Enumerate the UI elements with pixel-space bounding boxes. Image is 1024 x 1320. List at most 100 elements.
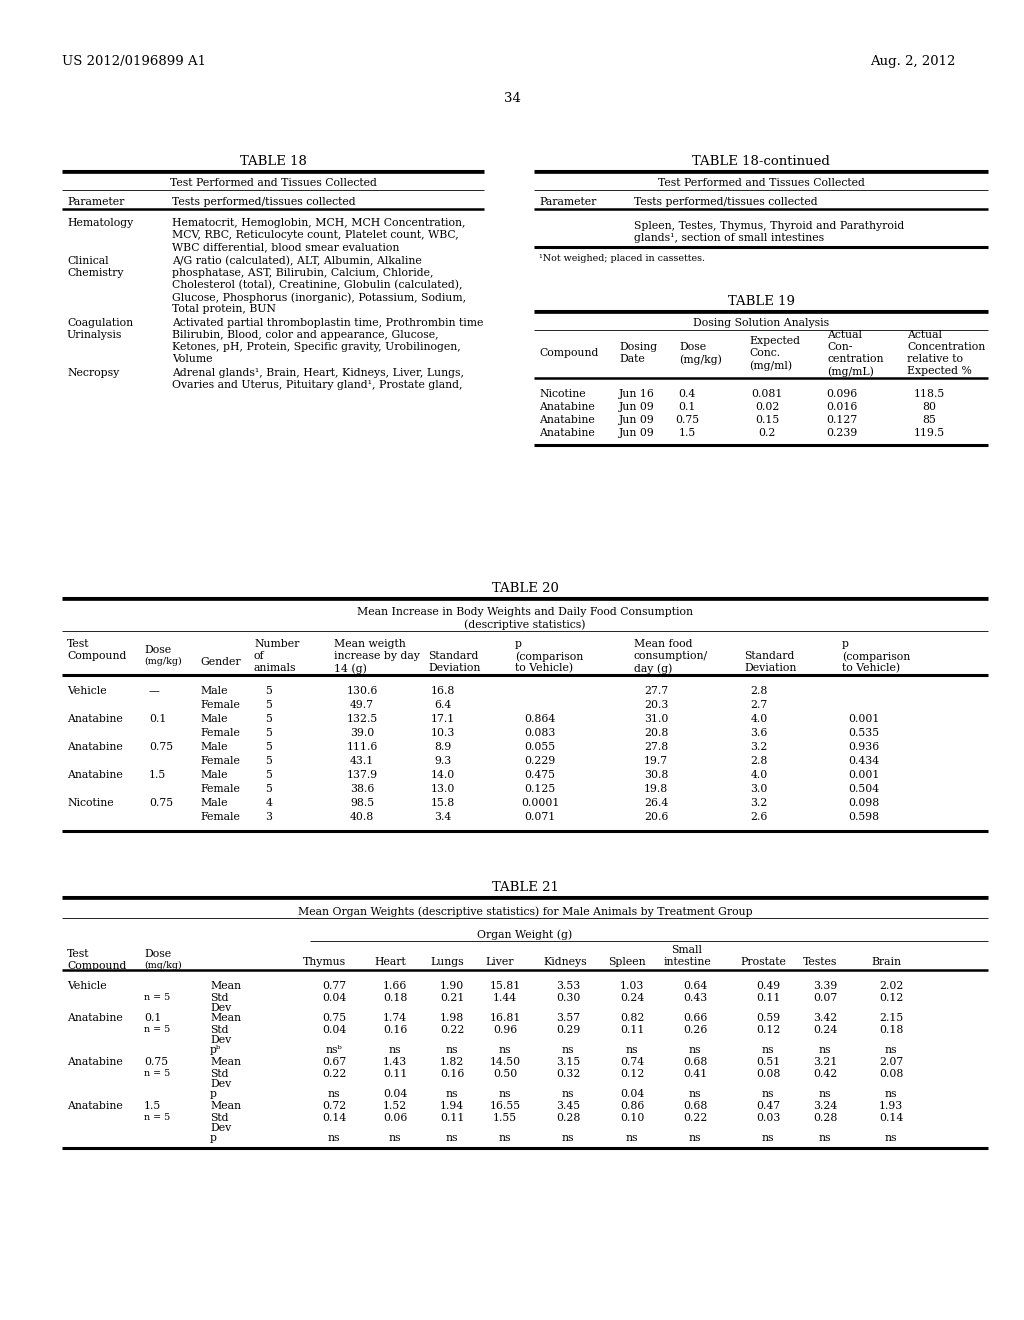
Text: 0.864: 0.864 [524,714,556,723]
Text: 0.096: 0.096 [826,389,858,399]
Text: 1.82: 1.82 [440,1057,464,1067]
Text: Expected: Expected [749,337,800,346]
Text: 1.55: 1.55 [493,1113,517,1123]
Text: (mg/kg): (mg/kg) [144,961,181,970]
Text: Hematocrit, Hemoglobin, MCH, MCH Concentration,: Hematocrit, Hemoglobin, MCH, MCH Concent… [172,218,466,228]
Text: 0.28: 0.28 [556,1113,581,1123]
Text: 0.74: 0.74 [620,1057,644,1067]
Text: 0.75: 0.75 [675,414,699,425]
Text: 2.8: 2.8 [751,756,768,766]
Text: 0.28: 0.28 [813,1113,838,1123]
Text: 0.75: 0.75 [322,1012,346,1023]
Text: ns: ns [819,1089,831,1100]
Text: 14 (g): 14 (g) [334,663,367,673]
Text: Jun 09: Jun 09 [618,428,654,438]
Text: 1.66: 1.66 [383,981,408,991]
Text: to Vehicle): to Vehicle) [842,663,900,673]
Text: 2.15: 2.15 [879,1012,903,1023]
Text: Volume: Volume [172,354,213,364]
Text: Male: Male [200,770,227,780]
Text: 1.74: 1.74 [383,1012,408,1023]
Text: Nicotine: Nicotine [539,389,586,399]
Text: 0.08: 0.08 [879,1069,903,1078]
Text: Mean Organ Weights (descriptive statistics) for Male Animals by Treatment Group: Mean Organ Weights (descriptive statisti… [298,906,753,916]
Text: 0.50: 0.50 [493,1069,517,1078]
Text: 0.11: 0.11 [440,1113,464,1123]
Text: 19.7: 19.7 [644,756,668,766]
Text: 1.43: 1.43 [383,1057,408,1067]
Text: ns: ns [445,1089,459,1100]
Text: Anatabine: Anatabine [539,428,595,438]
Text: 16.55: 16.55 [489,1101,520,1111]
Text: Male: Male [200,799,227,808]
Text: 15.8: 15.8 [431,799,455,808]
Text: Deviation: Deviation [744,663,797,673]
Text: 0.02: 0.02 [755,403,779,412]
Text: 0.127: 0.127 [826,414,858,425]
Text: 0.1: 0.1 [678,403,695,412]
Text: Dosing Solution Analysis: Dosing Solution Analysis [693,318,829,327]
Text: Compound: Compound [539,348,598,358]
Text: Male: Male [200,742,227,752]
Text: 0.64: 0.64 [683,981,708,991]
Text: Spleen: Spleen [608,957,646,968]
Text: Tests performed/tissues collected: Tests performed/tissues collected [634,197,817,207]
Text: 0.14: 0.14 [879,1113,903,1123]
Text: 5: 5 [265,770,272,780]
Text: 0.49: 0.49 [756,981,780,991]
Text: Cholesterol (total), Creatinine, Globulin (calculated),: Cholesterol (total), Creatinine, Globuli… [172,280,463,290]
Text: Chemistry: Chemistry [67,268,124,279]
Text: 5: 5 [265,729,272,738]
Text: relative to: relative to [907,354,963,364]
Text: 3.24: 3.24 [813,1101,838,1111]
Text: ns: ns [689,1089,701,1100]
Text: 0.21: 0.21 [440,993,464,1003]
Text: 3.2: 3.2 [751,799,768,808]
Text: 0.68: 0.68 [683,1057,708,1067]
Text: 0.77: 0.77 [322,981,346,991]
Text: 0.083: 0.083 [524,729,556,738]
Text: 0.75: 0.75 [144,1057,168,1067]
Text: 3.2: 3.2 [751,742,768,752]
Text: day (g): day (g) [634,663,673,673]
Text: TABLE 21: TABLE 21 [492,880,558,894]
Text: ns: ns [389,1133,401,1143]
Text: 0.32: 0.32 [556,1069,581,1078]
Text: 5: 5 [265,686,272,696]
Text: Date: Date [618,354,645,364]
Text: pᵇ: pᵇ [210,1045,221,1055]
Text: 0.125: 0.125 [524,784,556,795]
Text: Lungs: Lungs [430,957,464,968]
Text: 1.03: 1.03 [620,981,644,991]
Text: 0.14: 0.14 [322,1113,346,1123]
Text: 6.4: 6.4 [434,700,452,710]
Text: Ovaries and Uterus, Pituitary gland¹, Prostate gland,: Ovaries and Uterus, Pituitary gland¹, Pr… [172,380,463,389]
Text: 0.2: 0.2 [759,428,776,438]
Text: ns: ns [499,1089,511,1100]
Text: 13.0: 13.0 [431,784,456,795]
Text: 0.18: 0.18 [879,1026,903,1035]
Text: Male: Male [200,714,227,723]
Text: Gender: Gender [200,657,241,667]
Text: 0.86: 0.86 [620,1101,644,1111]
Text: nsᵇ: nsᵇ [326,1045,342,1055]
Text: 0.24: 0.24 [813,1026,838,1035]
Text: Expected %: Expected % [907,366,972,376]
Text: TABLE 18: TABLE 18 [240,154,306,168]
Text: Female: Female [200,812,240,822]
Text: 1.93: 1.93 [879,1101,903,1111]
Text: ns: ns [499,1133,511,1143]
Text: 130.6: 130.6 [346,686,378,696]
Text: Jun 09: Jun 09 [618,414,654,425]
Text: Anatabine: Anatabine [67,770,123,780]
Text: 98.5: 98.5 [350,799,374,808]
Text: 8.9: 8.9 [434,742,452,752]
Text: 1.44: 1.44 [493,993,517,1003]
Text: 0.10: 0.10 [620,1113,644,1123]
Text: 49.7: 49.7 [350,700,374,710]
Text: Mean weigth: Mean weigth [334,639,406,649]
Text: Dosing: Dosing [618,342,657,352]
Text: 4: 4 [265,799,272,808]
Text: consumption/: consumption/ [634,651,709,661]
Text: Anatabine: Anatabine [67,1101,123,1111]
